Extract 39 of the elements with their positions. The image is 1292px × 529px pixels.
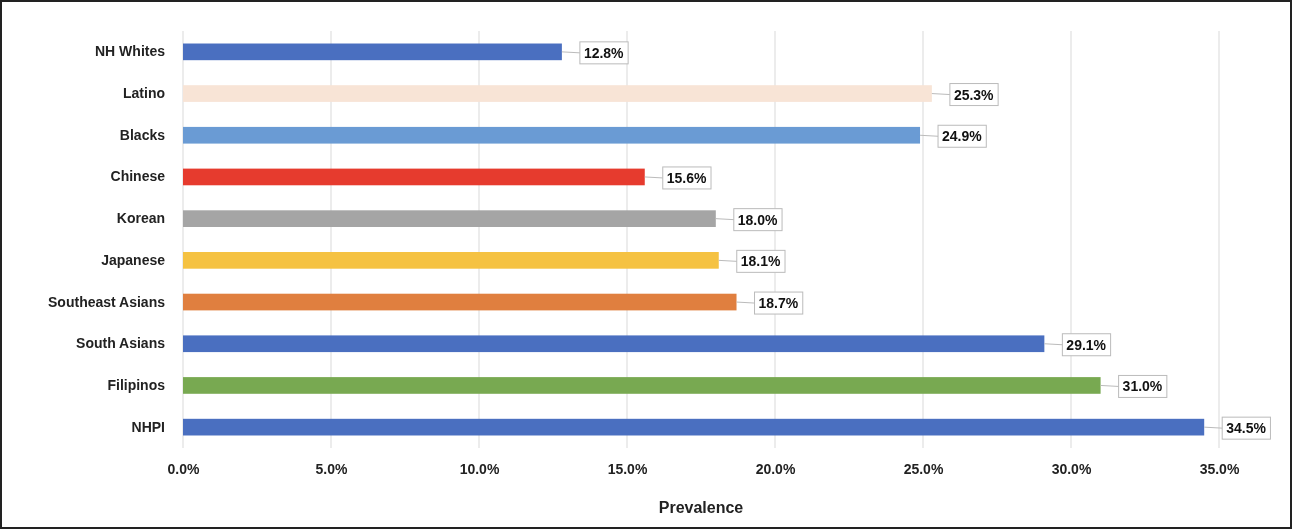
bar — [183, 43, 562, 61]
y-tick-label: Japanese — [101, 251, 166, 268]
data-label: 31.0% — [1122, 378, 1163, 395]
y-tick-label: Chinese — [110, 168, 166, 185]
data-label: 29.1% — [1066, 336, 1107, 353]
data-label: 15.6% — [666, 169, 708, 186]
data-label: 18.1% — [740, 253, 782, 270]
y-tick-label: South Asians — [76, 335, 166, 352]
x-tick-label: 10.0% — [459, 460, 500, 477]
data-label: 18.0% — [737, 211, 779, 228]
data-label: 18.7% — [758, 295, 799, 312]
bar — [183, 252, 719, 269]
x-tick-label: 20.0% — [755, 460, 796, 477]
bar — [183, 210, 716, 227]
data-label: 24.9% — [942, 128, 983, 145]
y-tick-label: NH Whites — [95, 43, 166, 60]
y-tick-label: Blacks — [119, 126, 166, 143]
bar — [183, 418, 1205, 436]
y-tick-label: NHPI — [131, 418, 165, 435]
x-tick-label: 15.0% — [607, 460, 648, 477]
bar — [183, 335, 1045, 353]
y-tick-label: Filipinos — [107, 376, 166, 393]
x-tick-label: 25.0% — [903, 460, 944, 477]
bar — [183, 126, 921, 144]
bar — [183, 168, 645, 186]
data-label: 34.5% — [1226, 420, 1267, 437]
x-tick-label: 0.0% — [167, 460, 200, 477]
y-tick-label: Korean — [116, 210, 165, 227]
data-label: 25.3% — [953, 86, 995, 103]
x-tick-label: 30.0% — [1051, 460, 1092, 477]
bar — [183, 293, 737, 311]
x-tick-label: 35.0% — [1199, 460, 1240, 477]
x-axis-title: Prevalence — [658, 499, 744, 516]
y-tick-label: Southeast Asians — [48, 293, 166, 310]
data-label: 12.8% — [583, 44, 625, 61]
bar — [183, 377, 1101, 394]
x-tick-label: 5.0% — [315, 460, 348, 477]
y-tick-label: Latino — [123, 85, 165, 102]
bar — [183, 85, 932, 102]
